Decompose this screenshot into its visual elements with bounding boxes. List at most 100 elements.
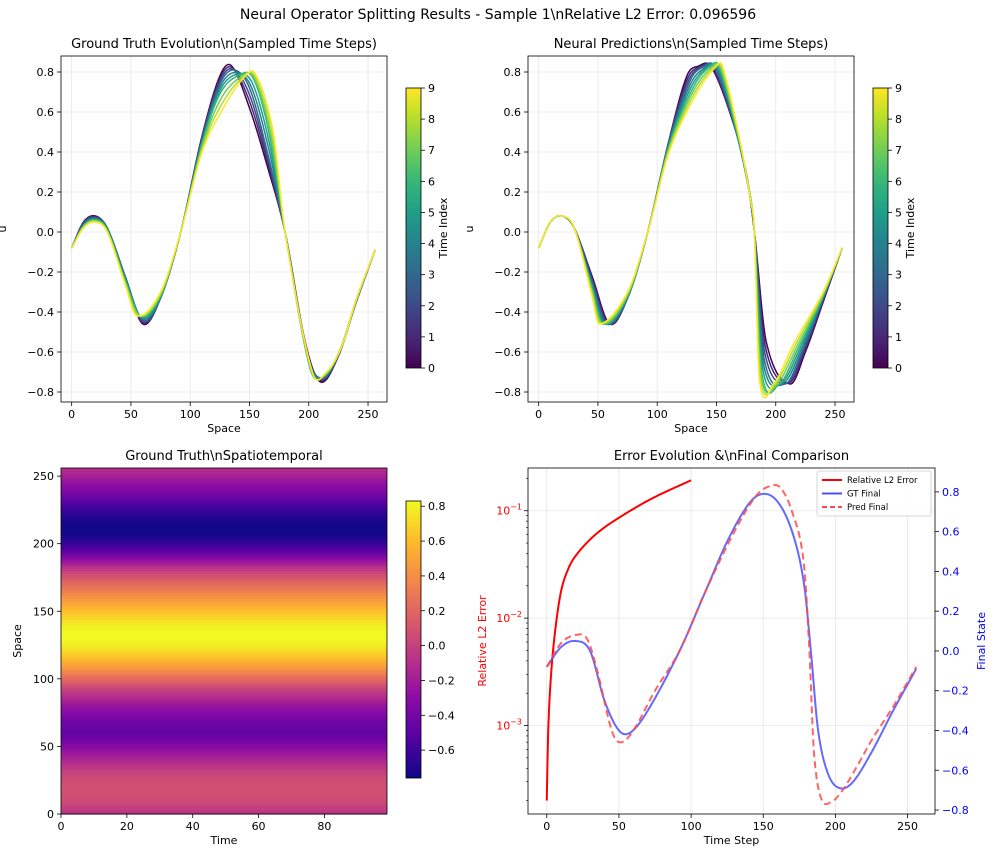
heatmap-row <box>61 797 387 802</box>
x-tick-label: 0 <box>535 408 542 421</box>
heatmap-row <box>61 478 387 483</box>
heatmap-row <box>61 540 387 545</box>
colorbar-tick-label: 6 <box>428 175 435 188</box>
heatmap-row <box>61 657 387 661</box>
x-tick-label: 150 <box>706 408 727 421</box>
heatmap-row <box>61 524 387 529</box>
y-tick-label: −0.2 <box>494 266 521 279</box>
y-tick-label-right: 0.2 <box>942 605 960 618</box>
y-tick-label: 250 <box>33 470 54 483</box>
heatmap-row <box>61 613 387 618</box>
colorbar-tick-label: 5 <box>428 206 435 219</box>
x-tick-label: 50 <box>124 408 138 421</box>
colorbar-tick-label: 2 <box>428 300 435 313</box>
x-axis-label: Space <box>674 422 708 435</box>
x-tick-label: 100 <box>647 408 668 421</box>
colorbar-tick-label: 7 <box>428 144 435 157</box>
heatmap-row <box>61 732 387 737</box>
heatmap-row <box>61 519 387 523</box>
x-tick-label: 40 <box>186 820 200 833</box>
x-tick-label: 150 <box>753 820 774 833</box>
heatmap-row <box>61 508 387 512</box>
heatmap-row <box>61 673 387 677</box>
colorbar-tick-label: 0 <box>428 362 435 375</box>
colorbar <box>405 500 422 779</box>
heatmap-row <box>61 692 387 696</box>
heatmap-row <box>61 649 387 653</box>
heatmap-row <box>61 727 387 731</box>
x-tick-label: 200 <box>298 408 319 421</box>
heatmap-row <box>61 686 387 691</box>
heatmap-row <box>61 608 387 612</box>
axes-frame <box>527 55 855 403</box>
heatmap-row <box>61 543 387 547</box>
x-axis-label: Time <box>210 834 238 847</box>
heatmap-row <box>61 538 387 542</box>
series-lines <box>70 63 376 384</box>
heatmap-row <box>61 486 387 491</box>
y-tick-label: 0.2 <box>37 186 55 199</box>
heatmap-row <box>61 711 387 715</box>
y-tick-label: 50 <box>40 740 54 753</box>
heatmap-row <box>61 616 387 620</box>
heatmap-row <box>61 800 387 804</box>
colorbar-tick-label: 4 <box>428 238 435 251</box>
colorbar-tick-label: 1 <box>428 331 435 344</box>
figure-suptitle: Neural Operator Splitting Results - Samp… <box>240 7 756 23</box>
panel-title: Error Evolution &\nFinal Comparison <box>614 449 849 464</box>
series-lines <box>545 479 918 806</box>
heatmap-row <box>61 489 387 493</box>
heatmap-row <box>61 622 387 626</box>
y-axis-label: u <box>463 226 476 233</box>
heatmap-row <box>61 586 387 591</box>
heatmap-row <box>61 600 387 604</box>
heatmap-row <box>61 684 387 688</box>
colorbar-tick-label: 0.6 <box>428 535 446 548</box>
colorbar-tick-label: 6 <box>895 175 902 188</box>
heatmap-row <box>61 689 387 693</box>
heatmap-row <box>61 573 387 577</box>
heatmap-row <box>61 705 387 710</box>
heatmap-row <box>61 643 387 647</box>
heatmap-row <box>61 589 387 593</box>
x-tick-label: 100 <box>180 408 201 421</box>
legend-label: GT Final <box>847 490 881 500</box>
heatmap-row <box>61 749 387 753</box>
heatmap-row <box>61 562 387 566</box>
colorbar-tick-label: 0.8 <box>428 500 446 513</box>
colorbar-tick-label: 0.2 <box>428 605 446 618</box>
heatmap-row <box>61 532 387 537</box>
colorbar-tick-label: 9 <box>895 82 902 95</box>
colorbar-tick-label: 0.4 <box>428 570 446 583</box>
colorbar-tick-label: 8 <box>428 113 435 126</box>
y-tick-label: 0.6 <box>37 106 55 119</box>
colorbar-tick-label: −0.6 <box>428 744 455 757</box>
heatmap-row <box>61 665 387 669</box>
heatmap-row <box>61 789 387 793</box>
heatmap-row <box>61 805 387 810</box>
colorbar-tick-label: 0 <box>895 362 902 375</box>
heatmap-row <box>61 786 387 791</box>
heatmap-row <box>61 713 387 718</box>
heatmap-row <box>61 576 387 580</box>
y-tick-label: 0.4 <box>504 146 522 159</box>
y-axis-label-right: Final State <box>975 612 988 670</box>
heatmap-row <box>61 597 387 602</box>
heatmap-row <box>61 476 387 480</box>
axes-frame <box>527 467 936 815</box>
x-tick-label: 60 <box>252 820 266 833</box>
heatmap-row <box>61 641 387 645</box>
x-tick-label: 50 <box>591 408 605 421</box>
heatmap-row <box>61 559 387 564</box>
x-tick-label: 250 <box>897 820 918 833</box>
y-tick-label: 0 <box>47 808 54 821</box>
ground-truth-evolution-panel: 0 50 100 150 200 250−0.8−0.6−0.4−0.20.00.20.4… <box>0 37 450 435</box>
error-evolution-panel: 0 50 100 150 200 25010−310−210−1−0.8−0.6−0.4−… <box>476 449 988 847</box>
heatmap-row <box>61 530 387 534</box>
heatmap-row <box>61 773 387 777</box>
heatmap-row <box>61 611 387 615</box>
y-tick-label: 100 <box>33 673 54 686</box>
heatmap-row <box>61 722 387 726</box>
heatmap-row <box>61 738 387 742</box>
